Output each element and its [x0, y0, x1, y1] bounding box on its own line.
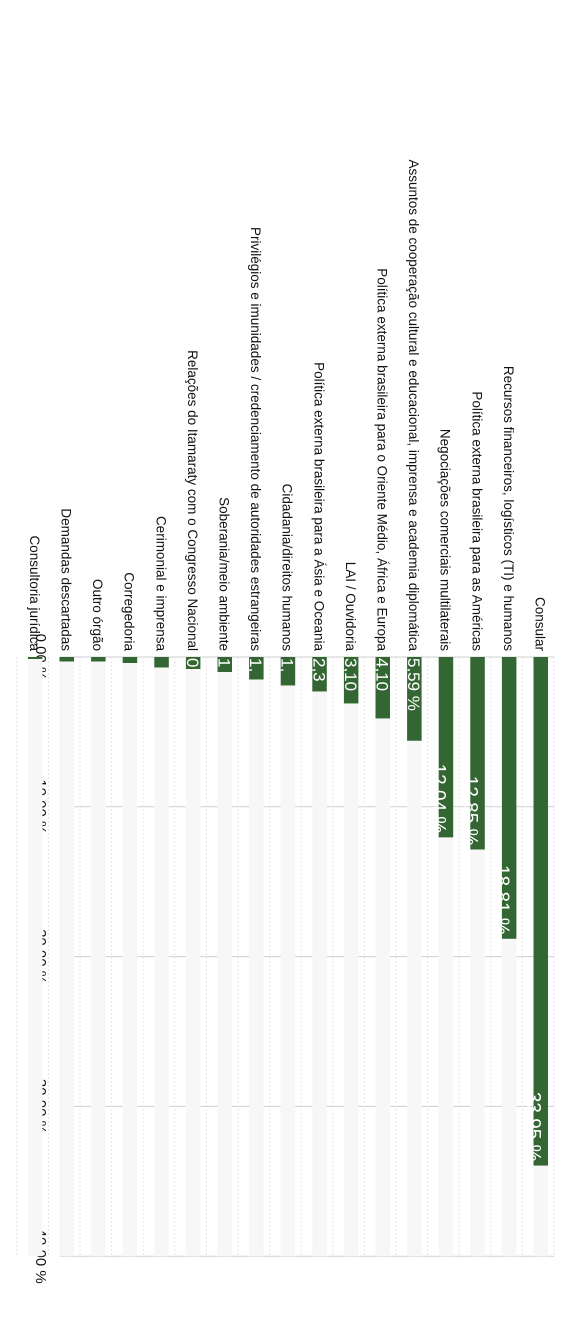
- bar-track: [407, 657, 422, 1257]
- bar: [470, 657, 485, 850]
- category-label: Cidadania/direitos humanos: [280, 484, 295, 652]
- bar: [343, 657, 359, 704]
- bar-track: [312, 657, 327, 1257]
- category-label: Consular: [533, 597, 548, 652]
- category-label: Assuntos de cooperação cultural e educac…: [406, 159, 421, 651]
- bar-track: [122, 657, 138, 1257]
- bar: [185, 657, 201, 669]
- data-label: 12,85 %: [459, 776, 480, 846]
- category-label: Política externa brasileira para a Ásia …: [311, 362, 326, 651]
- data-label: 1,: [278, 658, 297, 672]
- data-label: 4,10: [373, 658, 392, 691]
- bar-track: [249, 657, 264, 1257]
- category-label: Recursos financeiros, logísticos (TI) e …: [501, 366, 516, 651]
- bar: [154, 657, 169, 668]
- category-label: Negociações comerciais multilaterais: [438, 429, 453, 651]
- bar: [249, 657, 264, 680]
- bar: [91, 657, 106, 662]
- bar: [27, 657, 43, 659]
- bar-track: [59, 657, 74, 1257]
- category-label: Cerimonial e imprensa: [153, 516, 168, 652]
- category-label: Relações do Itamaraty com o Congresso Na…: [185, 350, 200, 651]
- data-label: 1,: [246, 658, 265, 672]
- bar-track: [185, 657, 201, 1257]
- bar: [312, 657, 327, 692]
- category-label: Política externa brasileira para as Amér…: [469, 391, 484, 651]
- data-label: 5,59 %: [404, 658, 423, 711]
- data-label: 12,04 %: [428, 764, 449, 834]
- bar: [407, 657, 422, 741]
- category-label: Outro órgão: [90, 579, 105, 651]
- data-label: 3,10: [341, 658, 360, 691]
- category-label: Consultoria jurídica: [27, 535, 42, 651]
- bar: [122, 657, 138, 663]
- bar: [438, 657, 454, 838]
- data-label: 2,3: [309, 658, 328, 682]
- bar-track: [154, 657, 169, 1257]
- bar-track: [27, 657, 43, 1257]
- category-label: LAI / Ouvidoria: [343, 562, 358, 652]
- category-label: Demandas descartadas: [59, 508, 74, 651]
- data-label: 1: [215, 658, 234, 667]
- bar: [59, 657, 74, 662]
- data-label: 33,95 %: [523, 1092, 544, 1162]
- category-label: Política externa brasileira para o Orien…: [375, 268, 390, 651]
- bar: [217, 657, 232, 672]
- bar-track: [217, 657, 232, 1257]
- data-label: 0: [183, 658, 202, 667]
- bar-track: [91, 657, 106, 1257]
- category-label: Privilégios e imunidades / credenciament…: [248, 227, 263, 651]
- bar: [501, 657, 517, 939]
- bar-track: [343, 657, 359, 1257]
- rotated-plot: 0,00 %10,00 %20,00 %30,00 %40,00 %Consul…: [16, 159, 555, 1284]
- bar-track: [375, 657, 390, 1257]
- bar: [533, 657, 548, 1166]
- category-label: Soberania/meio ambiente: [217, 497, 232, 651]
- bar-track: [280, 657, 296, 1257]
- bar: [280, 657, 296, 686]
- category-label: Corregedoria: [122, 572, 137, 651]
- data-label: 18,81 %: [491, 865, 512, 935]
- bar: [375, 657, 390, 719]
